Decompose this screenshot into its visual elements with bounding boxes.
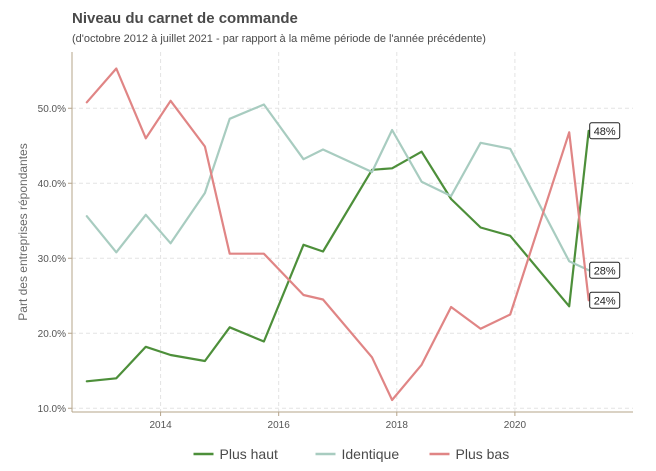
legend-label: Plus bas	[456, 446, 510, 462]
grid	[72, 52, 633, 412]
series-line-plus-haut	[85, 129, 590, 383]
end-label-box	[589, 261, 621, 279]
x-tick-label: 2018	[386, 420, 409, 431]
chart-subtitle: (d'octobre 2012 à juillet 2021 - par rap…	[72, 33, 486, 45]
end-label-text: 28%	[594, 265, 616, 277]
end-label-text: 48%	[594, 126, 616, 138]
legend-item-plus-bas: Plus bas	[429, 446, 510, 462]
series-line-identique	[85, 103, 590, 272]
y-tick-label: 40.0%	[38, 179, 66, 190]
end-label-plus-haut: 48%	[589, 122, 621, 140]
legend-label: Plus haut	[220, 446, 278, 462]
end-label-text: 24%	[594, 295, 616, 307]
y-tick-label: 30.0%	[38, 254, 66, 265]
end-label-identique: 28%	[589, 261, 621, 279]
legend-label: Identique	[342, 446, 400, 462]
y-tick-label: 50.0%	[38, 104, 66, 115]
x-tick-label: 2020	[504, 420, 527, 431]
legend-item-identique: Identique	[315, 446, 400, 462]
end-label-plus-bas: 24%	[589, 291, 621, 309]
x-tick-label: 2016	[268, 420, 291, 431]
y-tick-label: 20.0%	[38, 329, 66, 340]
legend: Plus haut Identique Plus bas	[193, 446, 510, 462]
y-tick-label: 10.0%	[38, 404, 66, 415]
legend-item-plus-haut: Plus haut	[193, 446, 278, 462]
series-lines	[85, 67, 590, 402]
chart-title: Niveau du carnet de commande	[72, 10, 298, 27]
end-label-box	[589, 122, 621, 140]
y-axis-label: Part des entreprises répondantes	[16, 143, 30, 320]
axes: 10.0% 20.0% 30.0% 40.0% 50.0% 2014 2016 2018 202…	[38, 52, 633, 431]
series-line-plus-bas	[85, 67, 590, 402]
x-tick-label: 2014	[149, 420, 172, 431]
end-label-box	[589, 291, 621, 309]
end-labels: 48% 28% 24%	[589, 122, 621, 309]
